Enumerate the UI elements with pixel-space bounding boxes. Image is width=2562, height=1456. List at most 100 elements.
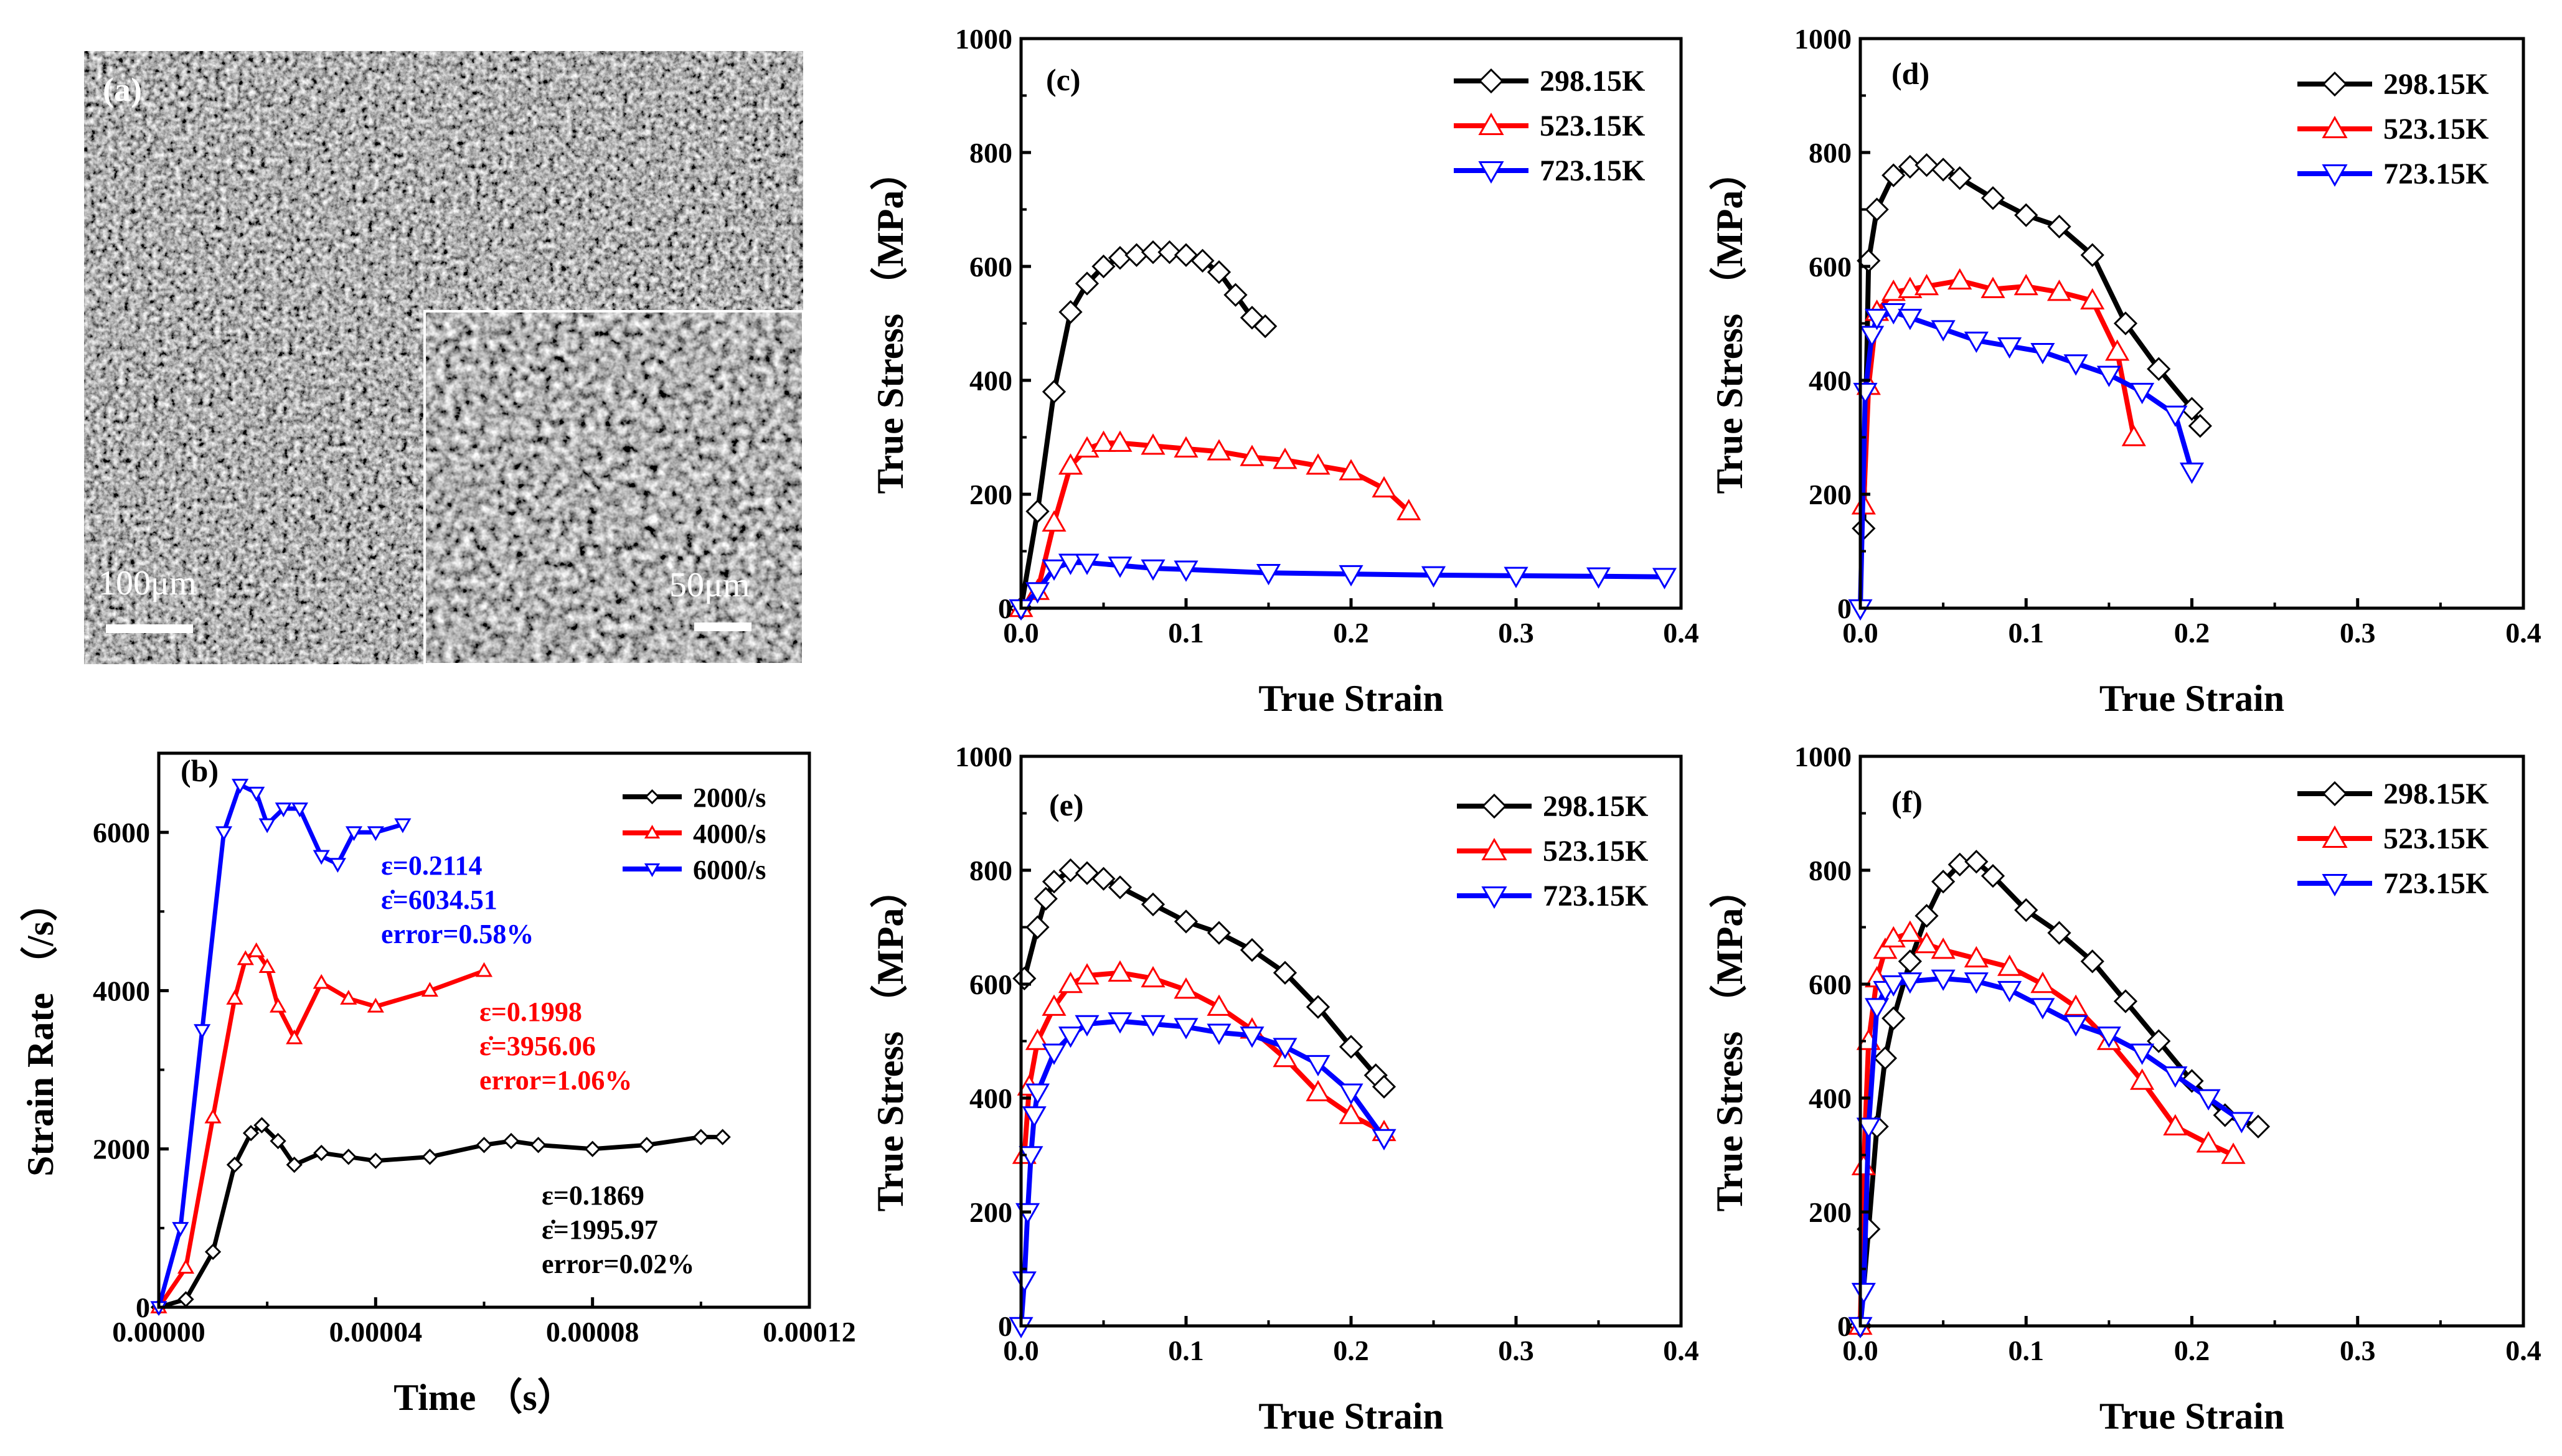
y-tick-label-f-3: 600 — [1809, 969, 1852, 1000]
data-point-d-0-2 — [1865, 197, 1889, 222]
x-tick-label-d-2: 0.2 — [2174, 617, 2210, 649]
data-point-e-1-6 — [1108, 960, 1133, 982]
data-point-c-2-3 — [1058, 553, 1083, 575]
panel-label-f: (f) — [1891, 784, 1923, 819]
data-point-c-0-3 — [1058, 300, 1083, 324]
series-line-e-2 — [1019, 1018, 1387, 1328]
data-point-f-2-8 — [1964, 972, 1989, 994]
data-point-e-2-14 — [1273, 1038, 1297, 1059]
y-tick-label-d-3: 600 — [1809, 251, 1852, 283]
data-point-e-1-9 — [1207, 994, 1232, 1016]
data-point-f-1-8 — [1931, 937, 1956, 959]
x-tick-label-b-1: 0.00004 — [329, 1316, 423, 1348]
y-tick-label-d-5: 1000 — [1794, 23, 1852, 55]
data-point-e-0-6 — [1091, 867, 1116, 891]
annotation-b-1-0: ε=0.1998 — [479, 997, 582, 1027]
legend-marker-f-1 — [2322, 825, 2348, 848]
data-point-e-0-16 — [1372, 1074, 1396, 1099]
data-point-e-2-7 — [1058, 1026, 1083, 1048]
data-point-d-2-13 — [2163, 405, 2188, 427]
data-point-b-1-13 — [475, 962, 493, 977]
data-point-c-1-4 — [1075, 436, 1100, 458]
x-axis-label-d: True Strain — [2099, 678, 2284, 719]
annotation-b-2-2: error=0.02% — [542, 1249, 694, 1279]
data-point-b-0-11 — [422, 1148, 438, 1165]
data-point-c-1-9 — [1207, 439, 1232, 461]
y-tick-label-d-4: 800 — [1809, 137, 1852, 169]
data-point-e-2-8 — [1075, 1015, 1100, 1037]
sem-image-panel: (a) 100μm 50μm — [84, 51, 804, 665]
data-point-f-2-2 — [1856, 1117, 1881, 1139]
legend-marker-c-1 — [1478, 112, 1504, 135]
data-point-b-1-10 — [340, 990, 357, 1005]
data-point-f-2-3 — [1865, 998, 1890, 1020]
data-point-e-2-11 — [1174, 1018, 1199, 1040]
data-point-f-0-5 — [1898, 949, 1922, 974]
data-point-b-0-14 — [530, 1137, 547, 1153]
x-tick-label-d-1: 0.1 — [2009, 617, 2045, 649]
annotation-b-0-1: ε̇=6034.51 — [381, 885, 497, 915]
data-point-d-2-10 — [2063, 354, 2088, 376]
legend-label-d-0: 298.15K — [2383, 68, 2489, 101]
y-tick-label-c-3: 600 — [969, 251, 1012, 283]
data-point-d-0-12 — [2113, 311, 2138, 336]
legend-marker-e-2 — [1481, 886, 1507, 909]
data-point-e-0-1 — [1025, 915, 1050, 939]
chart-panel-e: 0.0 0.1 0.2 0.3 0.4 0 200 400 600 800 1000 True Str… — [869, 741, 1699, 1437]
data-point-e-1-3 — [1042, 994, 1067, 1016]
x-tick-label-b-0: 0.00000 — [112, 1316, 205, 1348]
data-point-f-2-10 — [2030, 998, 2055, 1020]
data-point-d-2-7 — [1964, 331, 1989, 353]
legend-label-c-0: 298.15K — [1540, 65, 1645, 98]
series-line-b-2 — [156, 782, 405, 1310]
data-point-b-1-3 — [226, 990, 243, 1005]
x-tick-label-e-4: 0.4 — [1663, 1335, 1699, 1366]
data-point-e-0-12 — [1273, 960, 1297, 985]
y-axis-label-f: True Stress （MPa） — [1708, 871, 1750, 1212]
data-point-b-0-9 — [340, 1148, 357, 1165]
x-tick-label-e-3: 0.3 — [1498, 1335, 1534, 1366]
panel-label-b: (b) — [181, 753, 219, 788]
data-point-b-0-18 — [714, 1129, 731, 1145]
data-point-b-1-12 — [421, 982, 439, 997]
data-point-b-1-2 — [204, 1108, 222, 1124]
data-point-b-1-11 — [367, 997, 384, 1013]
legend-marker-c-2 — [1478, 161, 1504, 184]
data-point-b-0-7 — [286, 1157, 303, 1173]
panel-label-d: (d) — [1891, 56, 1929, 91]
annotation-b-2-0: ε=0.1869 — [542, 1180, 644, 1211]
data-point-d-0-10 — [2047, 214, 2071, 239]
data-point-e-2-1 — [1012, 1271, 1037, 1293]
data-point-f-2-11 — [2063, 1015, 2088, 1037]
data-point-d-0-5 — [1914, 153, 1939, 177]
data-point-f-1-12 — [2063, 994, 2088, 1016]
data-point-c-1-13 — [1339, 459, 1363, 481]
data-point-e-0-14 — [1339, 1035, 1363, 1059]
chart-panels: 0.00000 0.00004 0.00008 0.00012020004000600… — [19, 23, 2541, 1437]
y-tick-label-b-2: 4000 — [93, 975, 150, 1007]
data-point-b-0-4 — [242, 1125, 260, 1142]
y-axis-label-e: True Stress （MPa） — [869, 871, 911, 1212]
data-point-d-1-7 — [1980, 276, 2005, 298]
data-point-f-1-4 — [1873, 937, 1898, 959]
data-point-f-1-16 — [2196, 1131, 2221, 1153]
y-tick-label-b-0: 0 — [136, 1292, 150, 1323]
data-point-b-2-5 — [248, 786, 265, 802]
data-point-f-0-9 — [1964, 850, 1989, 874]
legend-label-c-1: 523.15K — [1540, 110, 1645, 143]
data-point-e-0-9 — [1174, 909, 1199, 934]
data-point-d-2-3 — [1865, 309, 1890, 331]
data-point-f-1-5 — [1881, 926, 1906, 948]
x-tick-label-b-3: 0.00012 — [763, 1316, 856, 1348]
y-tick-label-c-0: 0 — [998, 593, 1012, 624]
data-point-b-2-3 — [215, 826, 233, 842]
data-point-c-1-11 — [1273, 448, 1297, 469]
chart-panel-c: 0.0 0.1 0.2 0.3 0.4 0 200 400 600 800 1000 True Str… — [869, 23, 1699, 719]
data-point-e-1-7 — [1141, 965, 1166, 988]
y-tick-label-e-3: 600 — [969, 969, 1012, 1000]
data-point-f-0-16 — [2180, 1069, 2204, 1093]
data-point-e-0-7 — [1108, 875, 1133, 899]
data-point-d-0-9 — [2014, 203, 2038, 227]
y-tick-label-f-1: 200 — [1809, 1196, 1852, 1228]
x-tick-label-c-1: 0.1 — [1168, 617, 1204, 649]
